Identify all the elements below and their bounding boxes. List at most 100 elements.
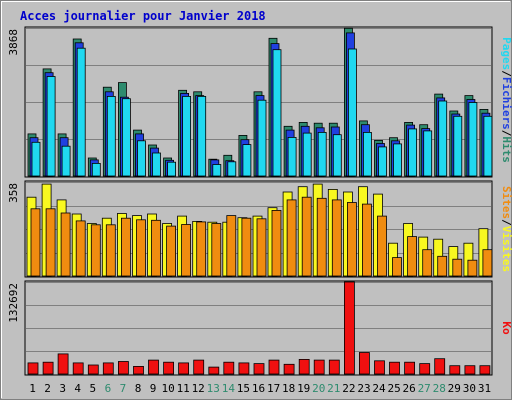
bar-sites-day-17 xyxy=(271,209,282,277)
x-tick-label-day-6: 6 xyxy=(105,382,112,395)
bar-ko-day-25 xyxy=(389,361,400,375)
bar-sites-day-30 xyxy=(467,259,478,277)
bar-ko-day-20 xyxy=(313,359,325,375)
x-tick-label-day-29: 29 xyxy=(448,382,461,395)
bar-sites-day-1 xyxy=(30,208,41,277)
bar-sites-day-2 xyxy=(45,208,56,277)
bar-ko-day-28 xyxy=(434,358,446,375)
bar-pages-day-22 xyxy=(347,48,357,177)
x-tick-label-day-22: 22 xyxy=(342,382,355,395)
bar-sites-day-10 xyxy=(166,225,177,277)
bar-pages-day-25 xyxy=(393,143,402,177)
bar-pages-day-29 xyxy=(453,115,463,177)
bar-sites-day-5 xyxy=(90,224,101,277)
bar-sites-day-18 xyxy=(286,199,297,277)
bar-ko-day-23 xyxy=(358,352,370,375)
y-max-label: 3868 xyxy=(7,29,20,56)
x-tick-label-day-9: 9 xyxy=(150,382,157,395)
bar-sites-day-22 xyxy=(346,202,357,277)
bar-sites-day-19 xyxy=(301,196,312,277)
bar-sites-day-8 xyxy=(136,219,146,277)
bar-pages-day-1 xyxy=(31,141,41,177)
bar-ko-day-11 xyxy=(178,362,190,375)
legend-entry: Ko xyxy=(500,321,512,335)
bar-sites-day-21 xyxy=(331,199,342,277)
bar-ko-day-30 xyxy=(464,365,476,375)
x-tick-label-day-16: 16 xyxy=(252,382,265,395)
bar-pages-day-31 xyxy=(483,115,493,177)
bar-ko-day-29 xyxy=(449,365,461,375)
bar-ko-day-15 xyxy=(238,362,250,375)
x-tick-label-day-23: 23 xyxy=(357,382,370,395)
x-tick-label-day-5: 5 xyxy=(89,382,96,395)
x-tick-label-day-31: 31 xyxy=(478,382,491,395)
bar-sites-day-28 xyxy=(437,255,448,277)
bar-pages-day-3 xyxy=(61,145,71,177)
bar-sites-day-27 xyxy=(422,249,433,277)
x-tick-label-day-27: 27 xyxy=(418,382,431,395)
legend-ko: Ko xyxy=(500,321,512,335)
x-tick-label-day-17: 17 xyxy=(267,382,280,395)
legend-entry: Visites xyxy=(500,226,512,272)
x-tick-label-day-24: 24 xyxy=(372,382,386,395)
bar-ko-day-12 xyxy=(193,359,205,375)
bar-pages-day-28 xyxy=(438,100,448,177)
x-tick-label-day-19: 19 xyxy=(297,382,310,395)
bar-sites-day-29 xyxy=(452,258,463,277)
bar-pages-day-21 xyxy=(332,134,342,177)
bar-pages-day-17 xyxy=(272,49,282,177)
bar-sites-day-31 xyxy=(482,249,493,277)
bar-pages-day-2 xyxy=(46,76,56,177)
x-tick-label-day-12: 12 xyxy=(192,382,205,395)
bar-pages-day-11 xyxy=(182,96,192,177)
legend-entry: / xyxy=(500,219,512,226)
legend-pages_fichiers_hits: Pages/Fichiers/Hits xyxy=(500,37,512,163)
x-tick-label-day-26: 26 xyxy=(402,382,415,395)
bar-ko-day-4 xyxy=(72,362,84,375)
bar-pages-day-19 xyxy=(302,132,312,177)
bar-pages-day-6 xyxy=(106,96,116,177)
bar-ko-day-14 xyxy=(223,361,235,375)
bar-sites-day-20 xyxy=(316,197,327,277)
bar-sites-day-7 xyxy=(121,217,131,277)
bar-pages-day-23 xyxy=(362,131,372,177)
bar-ko-day-6 xyxy=(102,362,114,375)
bar-pages-day-13 xyxy=(212,164,222,177)
bar-sites-day-12 xyxy=(196,221,207,277)
bar-pages-day-12 xyxy=(197,96,207,177)
bar-sites-day-14 xyxy=(226,215,237,277)
bar-ko-day-7 xyxy=(118,361,129,375)
bar-sites-day-13 xyxy=(211,223,222,277)
bar-pages-day-16 xyxy=(257,99,267,177)
bar-sites-day-24 xyxy=(377,215,387,277)
x-tick-label-day-10: 10 xyxy=(161,382,174,395)
legend-visites_sites: Sites/Visites xyxy=(500,186,512,272)
bar-sites-day-3 xyxy=(60,212,71,277)
bar-ko-day-24 xyxy=(374,360,385,375)
bar-ko-day-13 xyxy=(208,366,220,375)
legend-entry: Hits xyxy=(500,136,512,163)
bar-pages-day-7 xyxy=(122,98,131,177)
bar-ko-day-26 xyxy=(404,361,416,375)
panel-visites_sites: 358 Sites/Visites xyxy=(7,180,512,278)
x-tick-label-day-8: 8 xyxy=(135,382,142,395)
bar-pages-day-26 xyxy=(408,128,418,177)
x-tick-label-day-15: 15 xyxy=(237,382,250,395)
x-tick-label-day-18: 18 xyxy=(282,382,295,395)
x-tick-label-day-11: 11 xyxy=(177,382,190,395)
legend-entry: Pages xyxy=(500,37,512,70)
y-max-label: 358 xyxy=(7,183,20,203)
x-tick-label-day-20: 20 xyxy=(312,382,325,395)
bar-pages-day-20 xyxy=(317,131,327,177)
bar-sites-day-9 xyxy=(151,219,161,277)
bar-pages-day-14 xyxy=(227,161,237,177)
bar-sites-day-26 xyxy=(407,236,418,277)
x-tick-label-day-30: 30 xyxy=(463,382,476,395)
bar-pages-day-18 xyxy=(287,136,297,177)
legend-entry: / xyxy=(500,70,512,77)
x-tick-label-day-14: 14 xyxy=(222,382,236,395)
legend-entry: / xyxy=(500,130,512,137)
bar-ko-day-9 xyxy=(148,359,159,375)
